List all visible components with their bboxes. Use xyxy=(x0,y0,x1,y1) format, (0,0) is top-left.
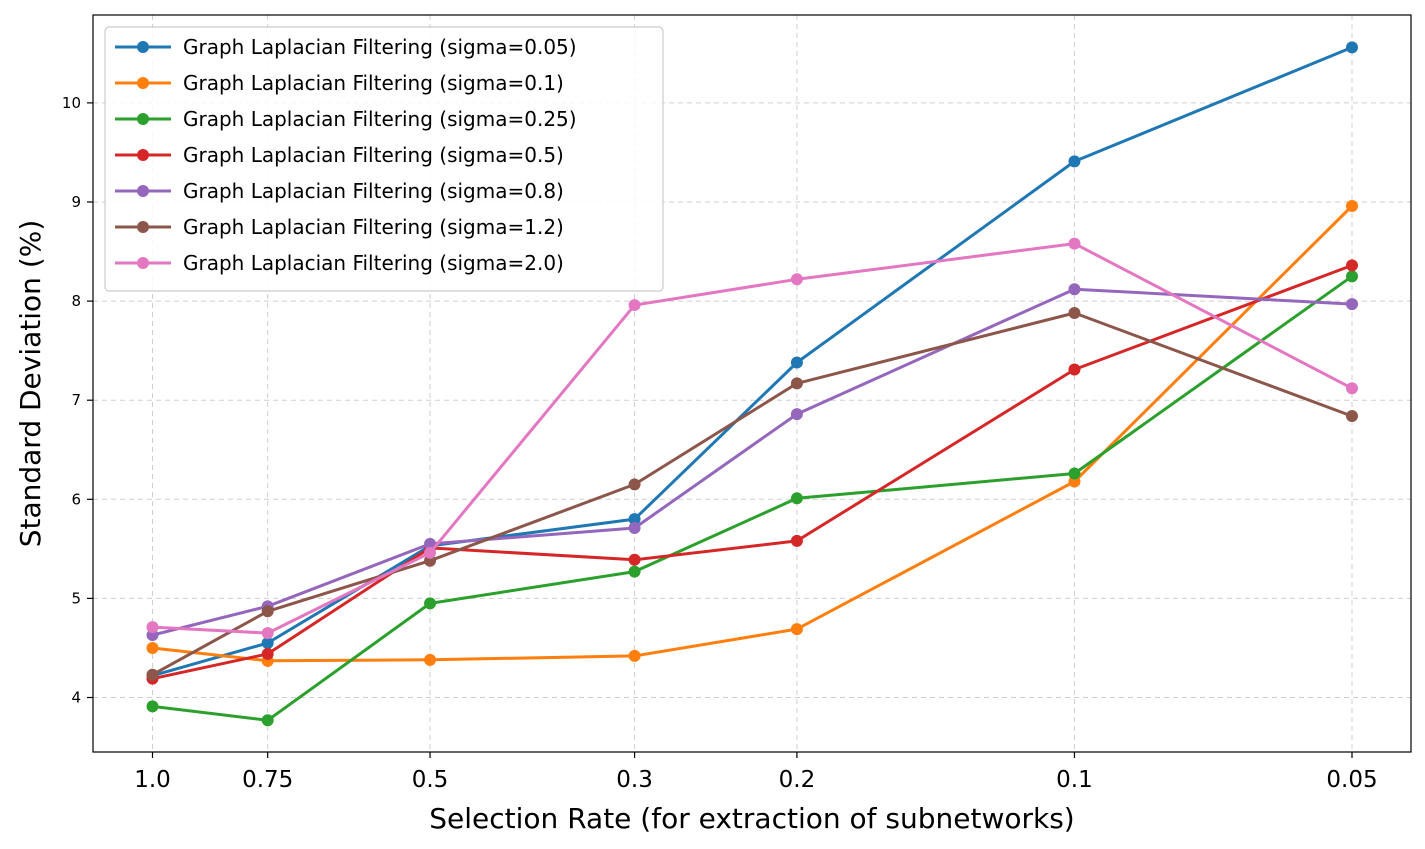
legend-item: Graph Laplacian Filtering (sigma=0.05) xyxy=(115,35,577,59)
legend-swatch-marker xyxy=(137,113,149,125)
series-line xyxy=(152,263,1353,681)
y-tick-label: 8 xyxy=(71,292,81,310)
data-point xyxy=(628,522,641,535)
data-point xyxy=(628,513,641,526)
legend-label: Graph Laplacian Filtering (sigma=1.2) xyxy=(183,215,564,239)
data-point xyxy=(1346,382,1358,395)
data-point xyxy=(628,565,641,578)
x-tick-label: 0.1 xyxy=(1056,767,1093,793)
data-point xyxy=(261,605,274,618)
series-line xyxy=(152,242,1353,635)
legend-swatch-marker xyxy=(137,257,149,269)
series-3 xyxy=(146,270,1358,727)
legend: Graph Laplacian Filtering (sigma=0.05) Gr… xyxy=(104,26,664,292)
data-point xyxy=(1068,363,1081,376)
legend-label: Graph Laplacian Filtering (sigma=2.0) xyxy=(183,251,564,275)
plot-area-frame xyxy=(92,14,1412,753)
legend-swatch-marker xyxy=(137,149,149,161)
legend-item: Graph Laplacian Filtering (sigma=0.8) xyxy=(115,179,564,203)
data-point xyxy=(628,299,641,312)
data-point xyxy=(1346,259,1358,272)
data-point xyxy=(790,408,803,421)
legend-label: Graph Laplacian Filtering (sigma=0.1) xyxy=(183,71,564,95)
legend-item: Graph Laplacian Filtering (sigma=0.1) xyxy=(115,71,564,95)
series-5 xyxy=(146,283,1358,642)
legend-swatch-marker xyxy=(137,221,149,233)
y-tick-label: 7 xyxy=(71,391,81,409)
data-point xyxy=(146,700,159,713)
series-2 xyxy=(146,199,1358,667)
legend-label: Graph Laplacian Filtering (sigma=0.05) xyxy=(183,35,577,59)
x-axis-ticks: 1.0 0.75 0.5 0.3 0.2 0.1 0.05 xyxy=(134,752,1378,793)
data-point xyxy=(261,647,274,660)
data-point xyxy=(261,714,274,727)
x-tick-label: 1.0 xyxy=(134,767,171,793)
x-tick-label: 0.05 xyxy=(1326,767,1377,793)
legend-item: Graph Laplacian Filtering (sigma=1.2) xyxy=(115,215,564,239)
data-point xyxy=(628,649,641,662)
data-point xyxy=(1068,155,1081,168)
legend-item: Graph Laplacian Filtering (sigma=2.0) xyxy=(115,251,564,275)
series-line xyxy=(152,287,1353,637)
y-tick-label: 5 xyxy=(71,589,81,607)
data-point xyxy=(790,356,803,369)
data-point xyxy=(424,546,437,559)
series-7 xyxy=(146,237,1358,640)
data-point xyxy=(1346,270,1358,283)
data-point xyxy=(1346,410,1358,423)
legend-label: Graph Laplacian Filtering (sigma=0.5) xyxy=(183,143,564,167)
data-point xyxy=(1068,467,1081,480)
legend-label: Graph Laplacian Filtering (sigma=0.8) xyxy=(183,179,564,203)
x-tick-label: 0.75 xyxy=(242,767,293,793)
legend-item: Graph Laplacian Filtering (sigma=0.25) xyxy=(115,107,577,131)
x-tick-label: 0.2 xyxy=(779,767,816,793)
data-point xyxy=(790,377,803,390)
series-4 xyxy=(146,259,1358,685)
data-point xyxy=(1068,237,1081,250)
legend-swatch-marker xyxy=(137,185,149,197)
x-tick-label: 0.5 xyxy=(412,767,449,793)
x-axis-title: Selection Rate (for extraction of subnet… xyxy=(429,802,1074,835)
y-tick-label: 9 xyxy=(71,193,81,211)
legend-box xyxy=(104,26,664,292)
series-layer xyxy=(146,41,1358,727)
data-point xyxy=(261,636,274,649)
data-point xyxy=(1346,199,1358,212)
data-point xyxy=(146,641,159,654)
series-line xyxy=(151,311,1353,677)
series-line xyxy=(152,275,1353,722)
data-point xyxy=(628,478,641,491)
legend-swatch-marker xyxy=(137,77,149,89)
y-axis-ticks: 4 5 6 7 8 9 10 xyxy=(62,94,93,707)
legend-item: Graph Laplacian Filtering (sigma=0.5) xyxy=(115,143,564,167)
series-6 xyxy=(146,306,1358,681)
data-point xyxy=(790,492,803,505)
y-axis-title: Standard Deviation (%) xyxy=(14,220,47,548)
data-point xyxy=(790,623,803,636)
data-point xyxy=(261,627,274,640)
data-point xyxy=(790,534,803,547)
data-point xyxy=(146,668,159,681)
data-point xyxy=(1346,298,1358,311)
y-tick-label: 6 xyxy=(71,490,81,508)
legend-label: Graph Laplacian Filtering (sigma=0.25) xyxy=(183,107,577,131)
data-point xyxy=(790,273,803,286)
data-point xyxy=(424,653,437,666)
data-point xyxy=(1346,41,1358,54)
legend-swatch-marker xyxy=(137,41,149,53)
data-point xyxy=(628,553,641,566)
y-tick-label: 10 xyxy=(62,94,81,112)
data-point xyxy=(1068,306,1081,319)
y-tick-label: 4 xyxy=(71,689,81,707)
data-point xyxy=(1068,283,1081,296)
data-point xyxy=(424,597,437,610)
x-tick-label: 0.3 xyxy=(616,767,653,793)
data-point xyxy=(146,621,159,634)
